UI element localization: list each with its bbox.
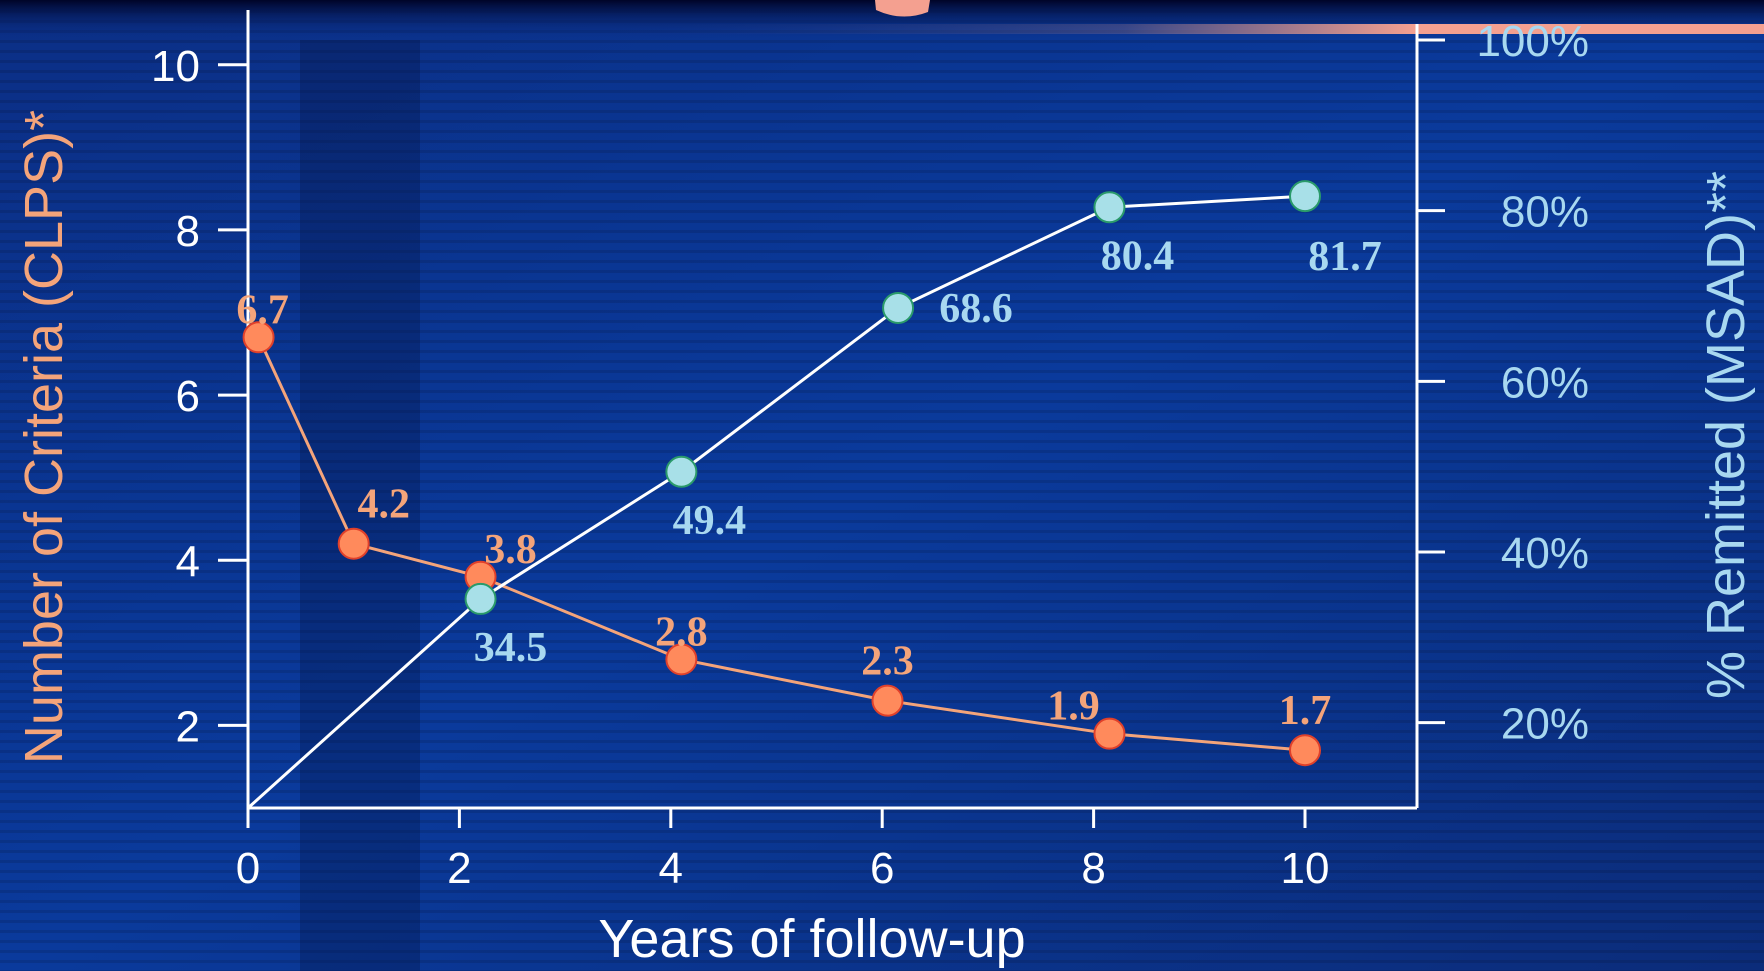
top-accent-bar <box>600 24 1764 34</box>
series-1-marker <box>882 291 915 324</box>
y-right-tick-label: 40% <box>1501 529 1589 578</box>
series-1-data-label: 68.6 <box>939 286 1013 332</box>
y-left-tick-label: 2 <box>176 702 200 751</box>
series-0-marker <box>337 527 370 560</box>
y-left-tick-label: 10 <box>151 42 200 91</box>
series-0-data-label: 1.7 <box>1279 688 1332 734</box>
series-1-line <box>246 194 1306 810</box>
y-axis-right-title: % Remitted (MSAD)** <box>1696 171 1756 699</box>
y-left-tick-label: 4 <box>176 537 200 586</box>
x-tick-label: 2 <box>447 844 471 893</box>
x-tick-label: 0 <box>236 844 260 893</box>
series-0-data-label: 1.9 <box>1047 684 1100 730</box>
y-right-tick-label: 60% <box>1501 358 1589 407</box>
x-tick-label: 6 <box>870 844 894 893</box>
series-0-data-label: 3.8 <box>484 527 537 573</box>
series-0-data-label: 2.3 <box>861 639 914 685</box>
series-0-data-label: 2.8 <box>655 609 708 655</box>
series-0-marker <box>1289 734 1322 767</box>
left-shadow-band <box>300 40 420 971</box>
series-1-marker <box>464 582 497 615</box>
series-1-marker <box>665 455 698 488</box>
series-0-marker <box>242 321 275 354</box>
x-tick-label: 4 <box>659 844 683 893</box>
series-0-marker <box>1093 717 1126 750</box>
series-0-data-label: 4.2 <box>357 482 410 528</box>
series-1-data-label: 81.7 <box>1308 234 1382 280</box>
series-0-data-label: 6.7 <box>236 287 289 333</box>
title-fragment <box>875 0 930 17</box>
y-right-tick-label: 100% <box>1476 17 1589 66</box>
series-0-marker <box>871 684 904 717</box>
x-tick-label: 10 <box>1281 844 1330 893</box>
series-0-marker <box>665 643 698 676</box>
series-1-data-label: 80.4 <box>1101 233 1175 279</box>
series-1-marker <box>1289 180 1322 213</box>
series-1-data-label: 49.4 <box>673 498 747 544</box>
y-left-tick-label: 8 <box>176 207 200 256</box>
series-1-data-label: 34.5 <box>474 625 548 671</box>
series-1-marker <box>1093 191 1126 224</box>
y-right-tick-label: 20% <box>1501 700 1589 749</box>
y-left-tick-label: 6 <box>176 372 200 421</box>
x-tick-label: 8 <box>1081 844 1105 893</box>
x-axis-title: Years of follow-up <box>598 909 1025 969</box>
y-axis-left-title: Number of Criteria (CLPS)* <box>14 110 74 764</box>
y-right-tick-label: 80% <box>1501 188 1589 237</box>
